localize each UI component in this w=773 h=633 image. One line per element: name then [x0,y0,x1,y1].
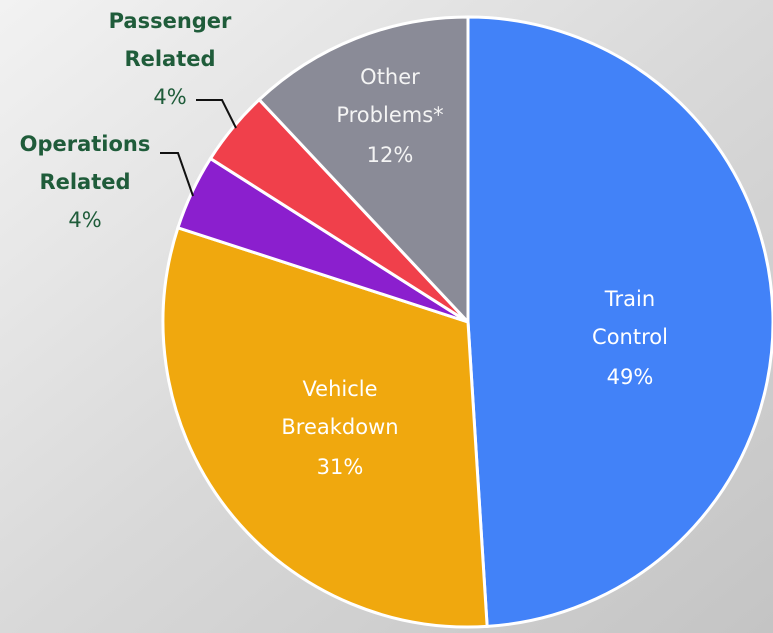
category-label-line: Other [360,65,420,89]
category-label-line: Control [592,325,668,349]
category-label-line: Passenger [109,9,232,33]
category-label-line: Related [39,170,130,194]
value-label: 4% [153,85,186,109]
category-label-line: Operations [20,132,151,156]
value-label: 4% [68,208,101,232]
value-label: 49% [607,365,654,389]
category-label-line: Related [124,47,215,71]
category-label-line: Train [604,287,655,311]
category-label-line: Problems* [336,103,443,127]
chart: Train Control 49% Vehicle Breakdown 31% Operat… [0,0,773,633]
category-label-line: Vehicle [302,377,377,401]
pie [163,17,773,627]
category-label-line: Breakdown [281,415,398,439]
value-label: 12% [367,143,414,167]
value-label: 31% [317,455,364,479]
